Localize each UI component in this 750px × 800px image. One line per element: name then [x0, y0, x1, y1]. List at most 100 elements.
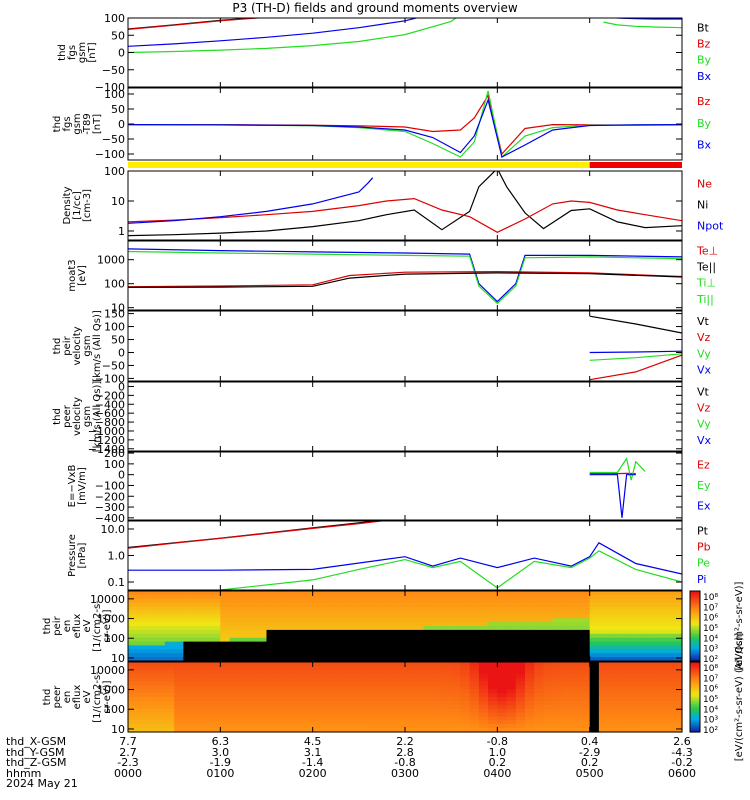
spectrogram-cell: [478, 712, 489, 718]
spectrogram-cell: [285, 626, 295, 631]
spectrogram-cell: [386, 653, 397, 658]
spectrogram-cell: [598, 685, 609, 690]
spectrogram-cell: [238, 591, 249, 596]
spectrogram-cell: [497, 602, 508, 608]
spectrogram-cell: [469, 681, 480, 686]
y-tick-label: −50: [102, 133, 125, 146]
spectrogram-cell: [349, 653, 360, 658]
spectrogram-cell: [174, 626, 184, 631]
spectrogram-cell: [571, 622, 581, 627]
spectrogram-cell: [589, 724, 600, 729]
spectrogram-cell: [275, 622, 286, 627]
spectrogram-cell: [137, 685, 147, 690]
legend-entry: Ti⊥: [696, 277, 716, 290]
spectrogram-cell: [211, 712, 221, 718]
spectrogram-cell: [635, 610, 646, 615]
spectrogram-cell: [377, 681, 388, 686]
spectrogram-cell: [192, 716, 203, 721]
spectrogram-cell: [525, 673, 535, 679]
spectrogram-cell: [137, 724, 147, 729]
y-axis-label: gsm: [82, 406, 93, 427]
spectrogram-cell: [358, 712, 369, 718]
spectrogram-cell: [312, 614, 323, 619]
spectrogram-cell: [672, 716, 683, 721]
spectrogram-cell: [340, 637, 351, 643]
spectrogram-cell: [340, 657, 351, 662]
y-tick-label: 100: [104, 321, 125, 334]
spectrogram-cell: [663, 677, 674, 683]
series-Pe: [210, 550, 682, 590]
spectrogram-cell: [238, 693, 249, 698]
spectrogram-cell: [645, 689, 655, 694]
spectrogram-cell: [201, 645, 212, 650]
spectrogram-cell: [238, 704, 249, 710]
spectrogram-cell: [331, 653, 341, 658]
spectrogram-cell: [432, 606, 443, 612]
spectrogram-cell: [672, 598, 683, 604]
spectrogram-cell: [377, 649, 388, 654]
spectrogram-cell: [386, 641, 397, 647]
spectrogram-cell: [321, 626, 332, 631]
colorbar-cell: [690, 654, 700, 657]
spectrogram-cell: [506, 708, 517, 714]
spectrogram-cell: [238, 712, 249, 718]
spectrogram-cell: [201, 716, 212, 721]
spectrogram-cell: [248, 689, 258, 694]
spectrogram-cell: [598, 716, 609, 721]
spectrogram-cell: [248, 693, 258, 698]
colorbar-cell: [690, 706, 700, 710]
spectrogram-cell: [285, 610, 295, 615]
spectrogram-cell: [340, 591, 351, 596]
spectrogram-cell: [128, 685, 138, 690]
spectrogram-cell: [654, 728, 665, 733]
spectrogram-cell: [469, 665, 480, 671]
spectrogram-cell: [571, 657, 581, 662]
spectrogram-cell: [368, 594, 378, 600]
spectrogram-cell: [543, 645, 554, 650]
spectrogram-cell: [321, 724, 332, 729]
spectrogram-cell: [552, 591, 563, 596]
spectrogram-cell: [164, 622, 175, 627]
spectrogram-cell: [598, 614, 609, 619]
spectrogram-cell: [395, 645, 406, 650]
spectrogram-cell: [146, 728, 157, 733]
spectrogram-cell: [285, 700, 295, 706]
spectrogram-cell: [201, 724, 212, 729]
spectrogram-cell: [128, 641, 138, 647]
spectrogram-cell: [211, 669, 221, 675]
spectrogram-cell: [645, 602, 655, 608]
spectrogram-cell: [183, 614, 194, 619]
spectrogram-cell: [238, 618, 249, 623]
spectrogram-cell: [183, 618, 194, 623]
spectrogram-cell: [423, 673, 434, 679]
spectrogram-cell: [608, 685, 618, 690]
y-axis-label: [mV/m]: [77, 467, 88, 505]
spectrogram-cell: [405, 700, 415, 706]
spectrogram-cell: [469, 685, 480, 690]
spectrogram-cell: [423, 622, 434, 627]
spectrogram-cell: [451, 633, 461, 639]
spectrogram-cell: [248, 602, 258, 608]
spectrogram-cell: [146, 622, 157, 627]
spectrogram-cell: [552, 704, 563, 710]
spectrogram-cell: [174, 708, 184, 714]
spectrogram-cell: [534, 673, 545, 679]
y-tick-label: −400: [95, 398, 125, 411]
spectrogram-cell: [183, 704, 194, 710]
spectrogram-cell: [275, 693, 286, 698]
spectrogram-cell: [312, 633, 323, 639]
spectrogram-cell: [368, 673, 378, 679]
y-axis-label: [km/s (All Qs)]: [92, 310, 103, 382]
spectrogram-cell: [543, 697, 554, 702]
spectrogram-cell: [598, 598, 609, 604]
spectrogram-cell: [663, 645, 674, 650]
spectrogram-cell: [617, 720, 628, 725]
colorbar-cell: [690, 607, 700, 611]
legend-entry: Bz: [697, 95, 711, 108]
series-Te_black: [128, 272, 682, 288]
spectrogram-cell: [608, 720, 618, 725]
spectrogram-cell: [580, 629, 591, 635]
spectrogram-cell: [331, 606, 341, 612]
spectrogram-cell: [515, 641, 526, 647]
spectrogram-cell: [211, 662, 221, 667]
